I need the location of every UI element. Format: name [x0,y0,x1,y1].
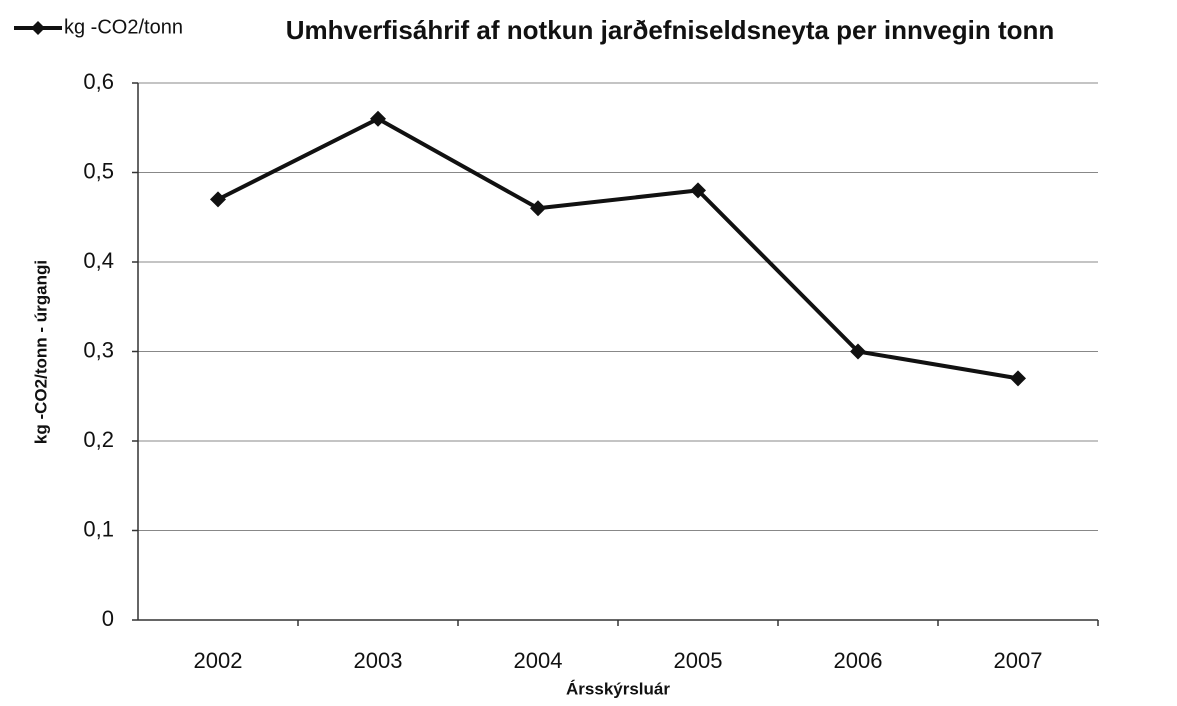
data-point [370,110,386,127]
legend-label: kg -CO2/tonn [64,16,183,38]
data-point [210,191,226,208]
x-tick-label: 2004 [514,648,563,673]
x-tick-label: 2003 [354,648,403,673]
x-tick-label: 2005 [674,648,723,673]
y-tick-label: 0,6 [83,69,114,94]
data-point [1010,370,1026,387]
data-line [217,116,1019,381]
y-tick-label: 0,5 [83,158,114,183]
x-tick-label: 2007 [994,648,1043,673]
y-tick-label: 0,3 [83,337,114,362]
data-point [850,343,866,360]
y-tick-label: 0,4 [83,248,114,273]
y-tick-label: 0,1 [83,516,114,541]
data-point [530,200,546,217]
x-axis-label: Ársskýrsluár [566,679,670,698]
x-tick-label: 2002 [194,648,243,673]
x-tick-label: 2006 [834,648,883,673]
y-tick-label: 0 [102,606,114,631]
data-point [690,182,706,199]
chart-title: Umhverfisáhrif af notkun jarðefniseldsne… [286,15,1055,45]
y-tick-label: 0,2 [83,427,114,452]
y-axis-label: kg -CO2/tonn - úrgangi [31,260,50,444]
legend-marker [31,21,45,35]
